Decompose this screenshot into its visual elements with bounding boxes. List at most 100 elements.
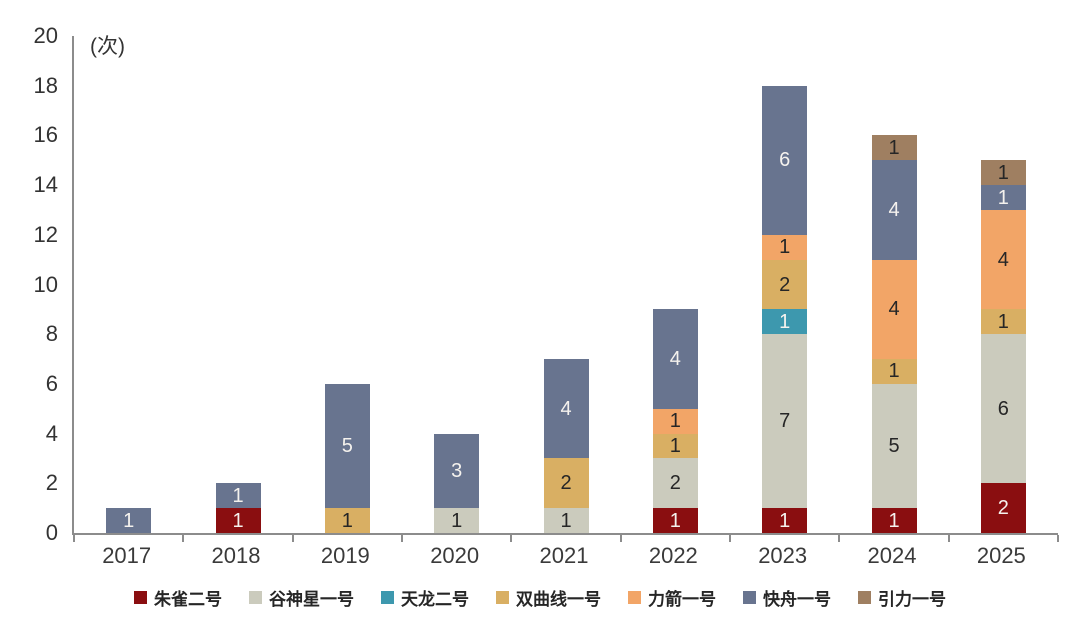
y-tick-label: 12 [33, 221, 58, 247]
bar-segment-value: 1 [669, 435, 681, 458]
legend-item-快舟一号: 快舟一号 [743, 585, 831, 610]
x-tick-mark [619, 535, 622, 542]
bar-segment-value: 1 [123, 509, 135, 532]
bar-segment-谷神星一号: 1 [543, 508, 589, 533]
y-tick-label: 20 [33, 23, 58, 48]
bar-segment-谷神星一号: 1 [434, 508, 480, 533]
bar-segment-value: 7 [779, 410, 791, 433]
bar-segment-value: 1 [560, 509, 572, 532]
bar-segment-快舟一号: 5 [324, 383, 370, 509]
y-tick-label: 4 [45, 420, 58, 446]
bar-segment-引力一号: 1 [871, 135, 917, 161]
legend-swatch-icon [381, 591, 394, 604]
legend-label: 双曲线一号 [516, 590, 601, 609]
legend-label: 快舟一号 [763, 590, 831, 609]
bar-segment-value: 5 [888, 435, 900, 458]
legend-label: 朱雀二号 [154, 590, 222, 609]
x-category-label: 2018 [211, 543, 261, 568]
bar-segment-value: 1 [997, 161, 1009, 184]
bar-segment-谷神星一号: 7 [762, 334, 808, 509]
bar-segment-value: 2 [997, 497, 1009, 520]
legend-swatch-icon [743, 591, 756, 604]
legend-label: 谷神星一号 [269, 590, 354, 609]
bar-segment-引力一号: 1 [980, 160, 1026, 186]
bar-segment-双曲线一号: 2 [543, 458, 589, 509]
bar-segment-快舟一号: 4 [652, 309, 698, 409]
bar-segment-快舟一号: 1 [106, 508, 152, 533]
bar-segment-value: 1 [232, 484, 244, 507]
y-tick-label: 2 [45, 470, 58, 496]
bar-segment-谷神星一号: 2 [652, 458, 698, 509]
bar-segment-谷神星一号: 6 [980, 334, 1026, 484]
legend-swatch-icon [249, 591, 262, 604]
bar-segment-value: 1 [888, 509, 900, 532]
legend-item-天龙二号: 天龙二号 [381, 585, 469, 610]
bar-segment-快舟一号: 4 [871, 160, 917, 260]
legend: 朱雀二号 谷神星一号 天龙二号 双曲线一号 力箭一号 快舟一号 引力一号 [0, 585, 1080, 610]
bar-segment-快舟一号: 4 [543, 359, 589, 459]
x-category-label: 2024 [867, 543, 917, 568]
bar-segment-value: 3 [451, 459, 463, 482]
bar-segment-value: 1 [779, 310, 791, 333]
bar-segment-value: 1 [779, 509, 791, 532]
bar-segment-value: 1 [997, 310, 1009, 333]
bar-segment-双曲线一号: 1 [980, 309, 1026, 335]
bar-segment-双曲线一号: 1 [324, 508, 370, 533]
legend-item-双曲线一号: 双曲线一号 [496, 585, 601, 610]
bar-segment-朱雀二号: 1 [215, 508, 261, 533]
x-tick-mark [182, 535, 185, 542]
x-category-label: 2020 [430, 543, 480, 568]
legend-label: 力箭一号 [648, 590, 716, 609]
y-tick-label: 14 [33, 172, 58, 198]
bar-segment-value: 1 [779, 236, 791, 259]
bar-segment-value: 1 [451, 509, 463, 532]
bar-segment-value: 1 [888, 360, 900, 383]
bar-segment-双曲线一号: 2 [762, 259, 808, 310]
x-category-label: 2023 [758, 543, 808, 568]
y-tick-label: 6 [45, 370, 58, 396]
bar-segment-力箭一号: 1 [652, 408, 698, 434]
x-category-label: 2021 [539, 543, 589, 568]
legend-swatch-icon [858, 591, 871, 604]
x-tick-mark [1057, 535, 1059, 542]
bar-segment-朱雀二号: 2 [980, 483, 1026, 533]
bar-segment-力箭一号: 1 [762, 234, 808, 260]
bar-segment-value: 2 [779, 273, 791, 296]
x-category-label: 2022 [648, 543, 698, 568]
bar-segment-value: 5 [341, 435, 353, 458]
legend-swatch-icon [134, 591, 147, 604]
y-tick-label: 8 [45, 321, 58, 347]
bar-segment-value: 1 [888, 136, 900, 159]
bar-segment-双曲线一号: 1 [652, 433, 698, 459]
y-tick-label: 10 [33, 271, 58, 297]
bar-segment-value: 4 [888, 298, 900, 321]
legend-swatch-icon [496, 591, 509, 604]
bar-segment-快舟一号: 1 [980, 185, 1026, 210]
bar-segment-value: 1 [997, 186, 1009, 209]
x-tick-mark [838, 535, 841, 542]
bar-segment-value: 4 [669, 348, 681, 371]
bar-segment-朱雀二号: 1 [871, 508, 917, 533]
y-tick-label: 16 [33, 122, 58, 148]
bar-segment-value: 4 [560, 397, 572, 420]
bar-segment-value: 4 [888, 198, 900, 221]
bar-segment-value: 1 [232, 509, 244, 532]
bar-segment-天龙二号: 1 [762, 309, 808, 335]
bar-segment-value: 2 [560, 472, 572, 495]
bar-segment-value: 2 [669, 472, 681, 495]
bar-segment-value: 1 [341, 509, 353, 532]
bar-segment-value: 1 [669, 509, 681, 532]
bar-segment-快舟一号: 6 [762, 85, 808, 235]
x-tick-mark [729, 535, 731, 542]
bar-segment-value: 6 [997, 397, 1009, 420]
y-tick-label: 0 [45, 520, 58, 545]
bar-segment-谷神星一号: 5 [871, 383, 917, 509]
bar-segment-快舟一号: 1 [215, 483, 261, 509]
legend-swatch-icon [628, 591, 641, 604]
x-category-label: 2019 [320, 543, 370, 568]
x-tick-mark [401, 535, 403, 542]
legend-item-谷神星一号: 谷神星一号 [249, 585, 354, 610]
legend-label: 引力一号 [878, 590, 946, 609]
